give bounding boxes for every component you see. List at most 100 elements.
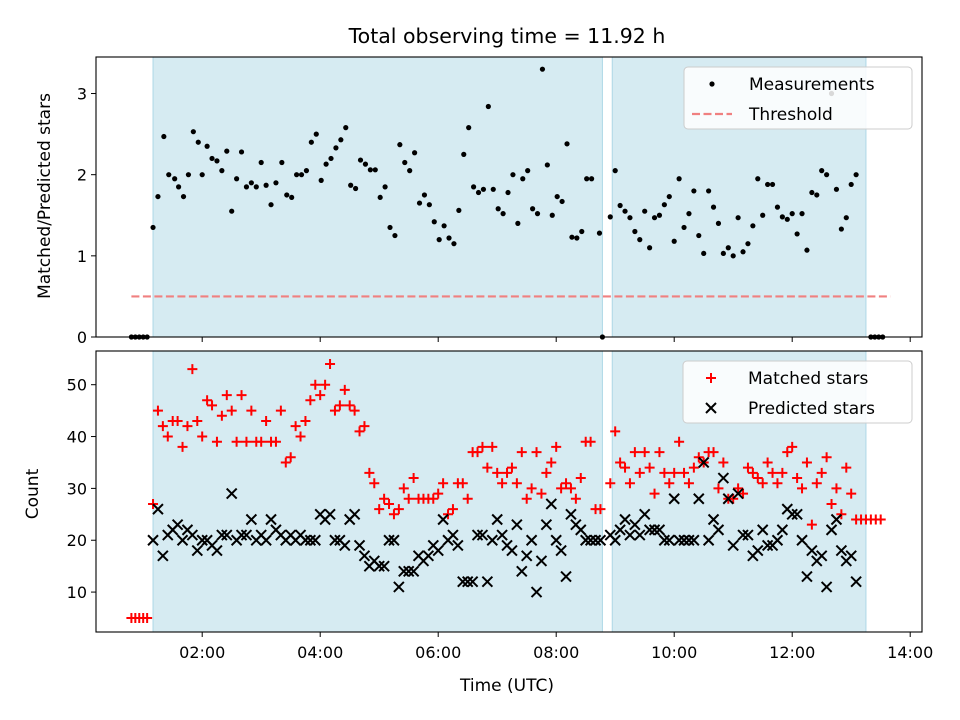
measurement-point (284, 192, 290, 198)
matched-star-point (634, 467, 645, 478)
measurement-point (651, 215, 658, 221)
predicted-star-point (712, 524, 725, 536)
x-tick-label: 10:00 (651, 643, 697, 662)
predicted-star-point (373, 560, 385, 572)
matched-star-point (447, 504, 458, 515)
predicted-star-point (609, 534, 621, 546)
measurement-point (219, 168, 225, 174)
matched-star-point (713, 483, 724, 494)
measurement-point (190, 129, 196, 135)
predicted-star-point (727, 539, 739, 552)
matched-star-point (462, 493, 473, 504)
measurement-point (534, 211, 541, 217)
top-y-tick-label: 3 (77, 85, 87, 104)
predicted-star-point (309, 534, 321, 546)
measurement-point (377, 194, 383, 201)
matched-star-point (177, 441, 188, 452)
measurement-point (804, 247, 810, 253)
matched-star-point (236, 390, 247, 401)
matched-star-point (610, 426, 621, 437)
matched-star-point (216, 410, 227, 421)
measurement-point (765, 181, 771, 188)
legend-label: Matched stars (748, 369, 868, 389)
matched-star-point (398, 483, 409, 494)
matched-star-point (202, 395, 213, 406)
matched-star-point (492, 467, 503, 478)
predicted-star-point (388, 534, 400, 546)
measurement-point (357, 157, 364, 163)
predicted-star-point (481, 576, 494, 588)
measurement-point (505, 189, 511, 196)
predicted-star-point (545, 498, 557, 510)
matched-star-point (639, 447, 650, 458)
measurement-point (402, 159, 408, 166)
predicted-star-point (457, 576, 469, 588)
x-tick-label: 14:00 (887, 643, 933, 662)
predicted-star-point (245, 513, 258, 526)
matched-star-point (811, 478, 822, 489)
bottom-y-tick-label: 40 (67, 428, 87, 447)
predicted-star-point (619, 513, 631, 526)
x-axis-label: Time (UTC) (459, 676, 554, 696)
bottom-y-tick-label: 20 (67, 531, 87, 550)
measurement-point (794, 231, 800, 237)
matched-star-point (826, 498, 837, 509)
predicted-star-point (378, 560, 390, 572)
top-panel: 0 1 2 3 Measurements Threshold (77, 56, 923, 347)
measurement-point (412, 150, 418, 156)
measurement-point (710, 204, 717, 210)
matched-star-point (841, 462, 852, 473)
matched-star-point (605, 478, 616, 489)
matched-star-point (679, 467, 690, 478)
predicted-star-point (496, 529, 508, 541)
matched-star-point (246, 405, 257, 416)
matched-star-point (797, 483, 808, 494)
measurement-point (769, 181, 776, 188)
matched-star-point (674, 436, 685, 447)
measurement-point (617, 202, 623, 209)
measurement-point (838, 226, 844, 232)
matched-star-point (433, 488, 444, 499)
bottom-axes-frame (95, 350, 923, 633)
matched-star-point (615, 457, 626, 468)
matched-star-point (221, 390, 232, 401)
matched-star-point (556, 483, 567, 494)
matched-star-point (747, 467, 758, 478)
predicted-star-point (761, 539, 774, 552)
measurement-point (407, 168, 413, 174)
predicted-star-point (432, 544, 444, 557)
measurement-point (446, 235, 452, 241)
matched-star-point (629, 447, 640, 458)
matched-star-point (728, 493, 739, 504)
matched-star-point (152, 405, 163, 416)
predicted-star-point (629, 518, 641, 531)
matched-star-point (595, 504, 606, 515)
predicted-star-point (673, 534, 685, 546)
measurement-point (318, 177, 324, 183)
measurement-point (539, 66, 546, 72)
predicted-star-point (471, 529, 484, 541)
measurement-point (466, 125, 472, 131)
predicted-star-point (339, 539, 351, 552)
predicted-star-point (575, 524, 587, 536)
predicted-star-point (560, 570, 572, 583)
measurement-point (843, 215, 849, 221)
legend-box (682, 360, 913, 424)
matched-star-point (664, 478, 675, 489)
measurement-point (676, 176, 682, 182)
matched-star-point (733, 483, 744, 494)
measurement-point (666, 193, 672, 200)
predicted-star-point (407, 565, 420, 578)
measurement-point (730, 253, 736, 259)
measurement-point (642, 208, 648, 214)
matched-star-point (777, 467, 788, 478)
matched-star-point (428, 493, 439, 504)
bottom-y-tick-label: 50 (67, 376, 87, 395)
predicted-star-point (594, 534, 607, 546)
matched-star-point (192, 415, 203, 426)
predicted-star-point (702, 534, 715, 546)
matched-star-point (708, 447, 719, 458)
measurement-point (353, 185, 359, 192)
matched-star-point (359, 421, 370, 432)
measurement-point (760, 212, 766, 218)
